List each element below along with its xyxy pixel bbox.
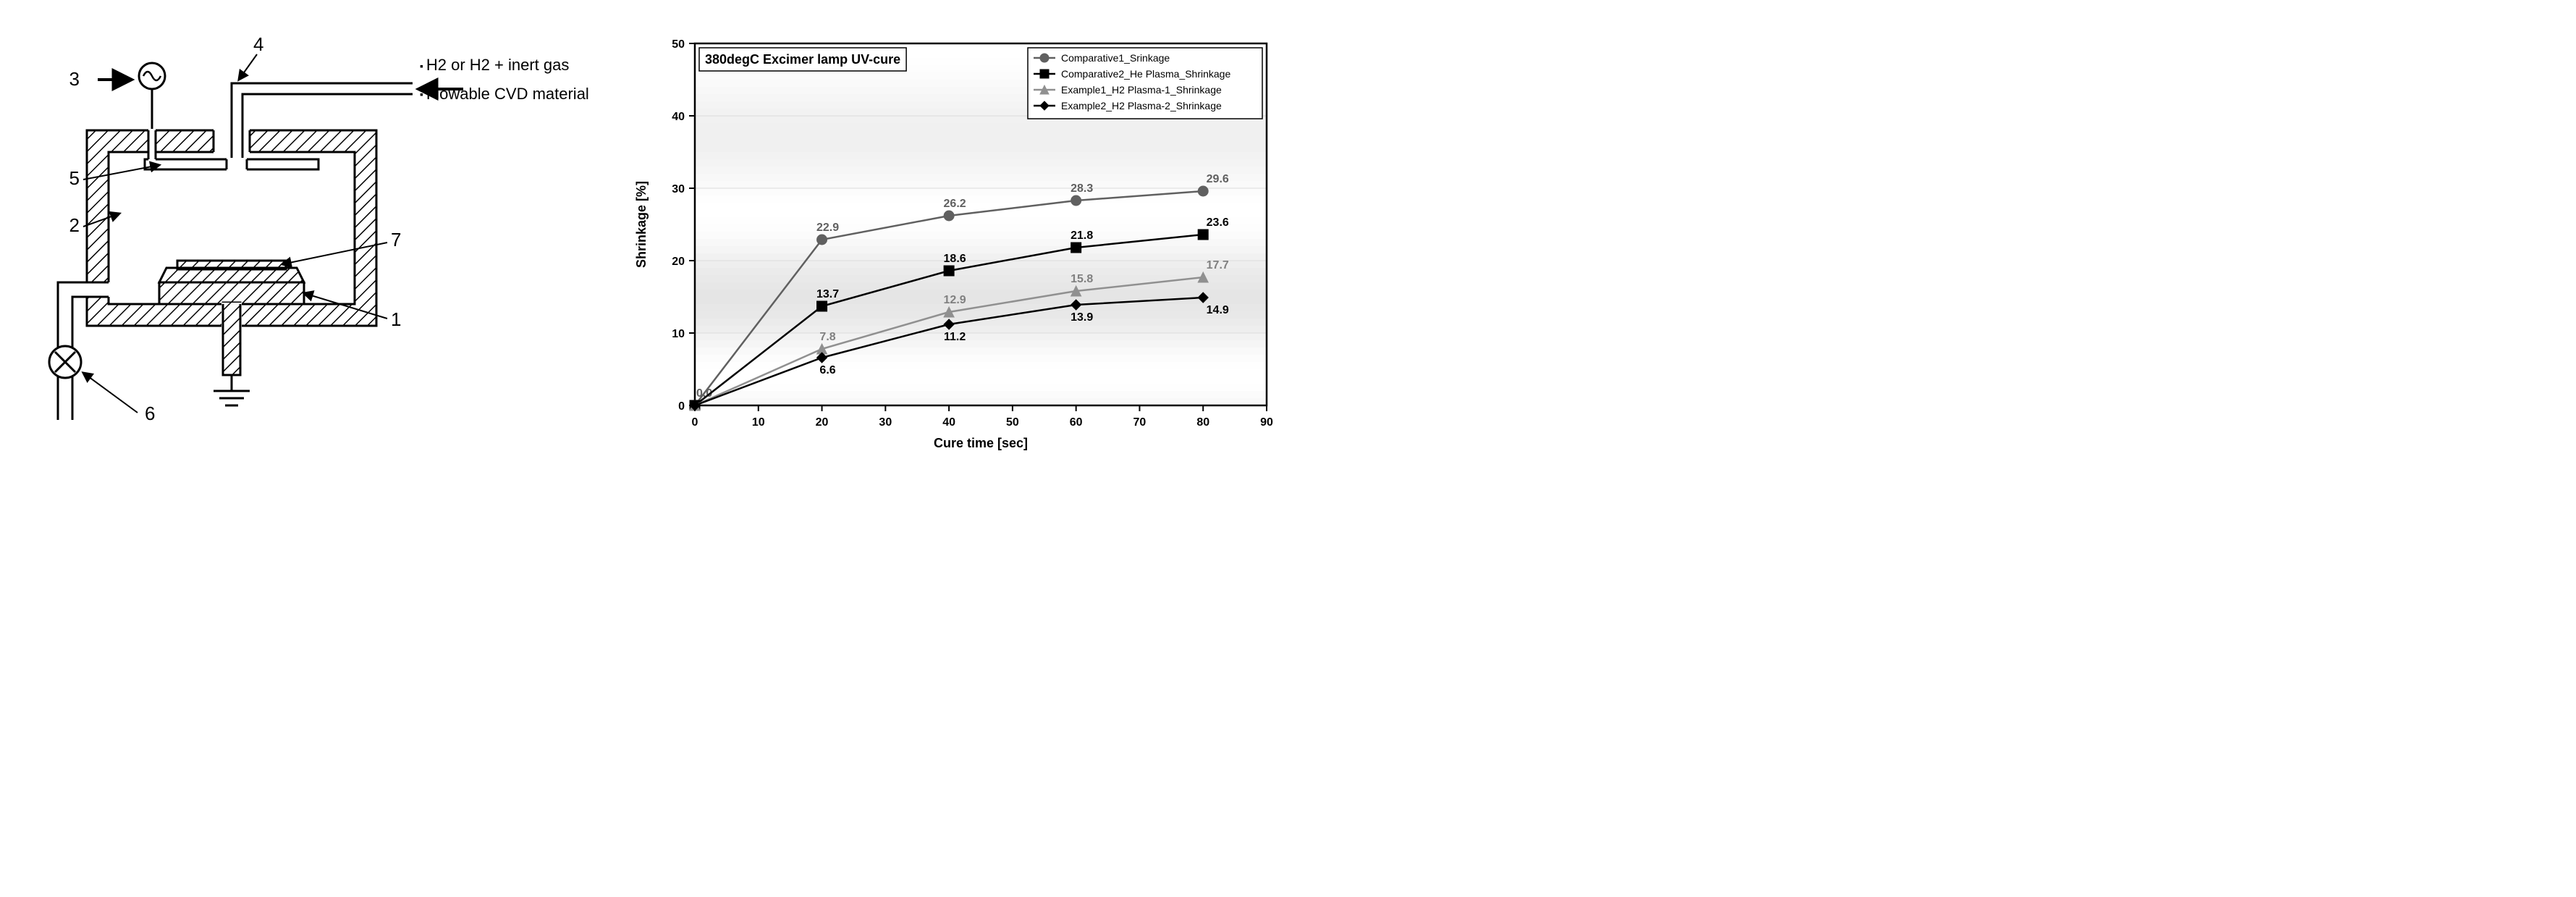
label-1: 1 [391, 308, 401, 330]
svg-text:Cure time [sec]: Cure time [sec] [934, 436, 1028, 450]
svg-text:Comparative1_Srinkage: Comparative1_Srinkage [1061, 52, 1170, 64]
svg-text:80: 80 [1196, 416, 1209, 429]
svg-text:40: 40 [672, 111, 685, 123]
svg-text:21.8: 21.8 [1070, 229, 1093, 242]
svg-text:Example2_H2 Plasma-2_Shrinkage: Example2_H2 Plasma-2_Shrinkage [1061, 100, 1222, 111]
svg-text:18.6: 18.6 [944, 253, 966, 265]
svg-text:11.2: 11.2 [944, 331, 966, 343]
shrinkage-chart: 0 10 20 30 40 50 0 10 20 30 40 50 60 70 80 90 Cure time … [630, 22, 1281, 456]
svg-text:70: 70 [1133, 416, 1146, 429]
svg-text:23.6: 23.6 [1207, 216, 1229, 229]
annotation-material: Flowable CVD material [420, 80, 589, 109]
svg-text:6.6: 6.6 [819, 364, 835, 376]
label-3: 3 [69, 68, 80, 90]
shrinkage-chart-panel: 0 10 20 30 40 50 0 10 20 30 40 50 60 70 80 90 Cure time … [622, 14, 1274, 463]
svg-text:13.7: 13.7 [816, 288, 839, 300]
svg-text:10: 10 [672, 328, 685, 340]
svg-text:20: 20 [816, 416, 829, 429]
svg-text:26.2: 26.2 [944, 198, 966, 210]
label-2: 2 [69, 214, 80, 236]
svg-text:7.8: 7.8 [819, 331, 835, 343]
svg-text:Example1_H2 Plasma-1_Shrinkage: Example1_H2 Plasma-1_Shrinkage [1061, 84, 1222, 96]
svg-text:0: 0 [692, 416, 698, 429]
svg-text:Shrinkage [%]: Shrinkage [%] [634, 181, 649, 268]
diagram-annotations: H2 or H2 + inert gas Flowable CVD materi… [420, 51, 589, 108]
svg-text:90: 90 [1260, 416, 1273, 429]
svg-text:0: 0 [678, 400, 685, 413]
svg-text:17.7: 17.7 [1207, 259, 1229, 271]
svg-text:30: 30 [879, 416, 892, 429]
svg-text:15.8: 15.8 [1070, 273, 1093, 285]
svg-text:10: 10 [752, 416, 765, 429]
svg-text:14.9: 14.9 [1207, 304, 1229, 316]
cvd-diagram-panel: 4 3 5 2 7 1 6 H2 or H2 + inert gas Flowa… [14, 14, 594, 463]
label-4: 4 [253, 33, 263, 55]
svg-text:13.9: 13.9 [1070, 311, 1093, 324]
svg-text:380degC Excimer lamp UV-cure: 380degC Excimer lamp UV-cure [705, 52, 900, 67]
annotation-gas: H2 or H2 + inert gas [420, 51, 589, 80]
svg-text:20: 20 [672, 256, 685, 268]
svg-text:30: 30 [672, 183, 685, 195]
svg-text:28.3: 28.3 [1070, 182, 1093, 195]
svg-text:40: 40 [942, 416, 955, 429]
svg-text:50: 50 [672, 38, 685, 51]
svg-text:50: 50 [1006, 416, 1019, 429]
label-7: 7 [391, 229, 401, 250]
svg-text:22.9: 22.9 [816, 222, 839, 234]
label-5: 5 [69, 167, 80, 189]
svg-text:60: 60 [1070, 416, 1083, 429]
label-6: 6 [145, 403, 155, 424]
svg-text:29.6: 29.6 [1207, 173, 1229, 185]
svg-text:12.9: 12.9 [944, 294, 966, 306]
svg-text:Comparative2_He Plasma_Shrinka: Comparative2_He Plasma_Shrinkage [1061, 68, 1230, 80]
